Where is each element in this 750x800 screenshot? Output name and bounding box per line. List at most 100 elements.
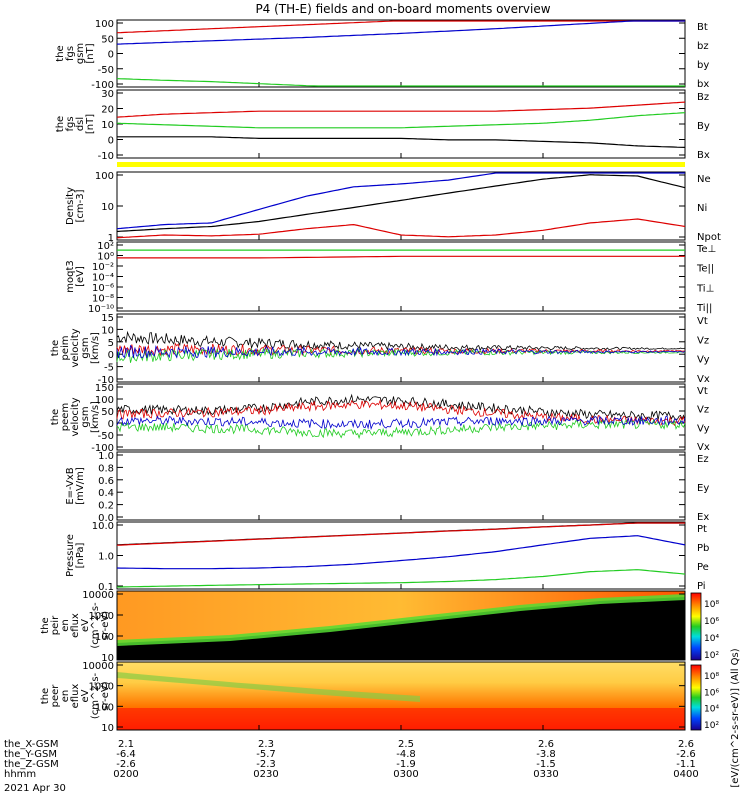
y-tick-label: -10 [98, 375, 114, 386]
panel-frame [116, 451, 686, 521]
y-tick-label: 10 [101, 325, 114, 336]
y-tick-label: -10 [98, 151, 114, 162]
panel-frame [116, 171, 686, 241]
legend-Ti||: Ti|| [696, 303, 712, 314]
y-tick-label: 10² [97, 241, 114, 252]
electron-spectrogram-red-band [117, 708, 685, 730]
series-line-Vy [116, 347, 686, 363]
y-tick-label: 0 [108, 136, 114, 147]
colorbar-tick: 10² [704, 721, 719, 731]
y-tick-label: 10 [101, 120, 114, 131]
y-tick-label: 100 [95, 702, 114, 713]
orbit-value: -1.5 [536, 759, 556, 770]
legend-Ni: Ni [697, 203, 707, 214]
panel-10: 10000 1000 100 10 thepeerenefluxeV(cm^2-s-sr… [40, 661, 686, 734]
legend-Pi: Pi [697, 581, 706, 592]
y-axis-label: thefgsgsm[nT] [55, 43, 96, 64]
y-tick-label: 100 [95, 632, 114, 643]
panel-2: 30 20 10 0 -10 thefgsdsl[nT] Bz By Bx [55, 89, 710, 162]
legend-Ey: Ey [697, 483, 709, 494]
y-tick-label: 0.8 [98, 463, 114, 474]
y-axis-label: E=-VxB[mV/m] [65, 467, 86, 505]
orbit-row-label: hhmm [4, 769, 36, 780]
legend-Ez: Ez [697, 454, 709, 465]
legend-Ex: Ex [697, 512, 709, 523]
y-tick-label: 20 [101, 105, 114, 116]
y-tick-label: -100 [91, 80, 114, 91]
y-tick-label: 0 [108, 50, 114, 61]
y-tick-label: 10 [101, 723, 114, 734]
y-tick-label: 100 [95, 171, 114, 182]
colorbar-tick: 10⁶ [704, 617, 719, 627]
legend-Vx: Vx [697, 442, 710, 453]
y-tick-label: 0.1 [98, 582, 114, 593]
y-axis-label: thepeirenefluxeV(cm^2-s-sr-eV) [40, 602, 111, 649]
panel-1: 100 50 0 -50 -100 thefgsgsm[nT] Bt bz by bx [55, 19, 709, 91]
y-axis-label: thepeerenefluxeV(cm^2-s-sr-eV) [40, 672, 111, 719]
orbit-value: -1.9 [396, 759, 416, 770]
legend-Vt: Vt [697, 386, 708, 397]
series-line-Pi [116, 535, 686, 570]
series-line-by [116, 78, 685, 87]
colorbars: 10⁸ 10⁶ 10⁴ 10² 10⁸ 10⁶ 10⁴ 10² [eV/(cm^2-s-sr-e… [690, 592, 741, 788]
y-tick-label: 0 [108, 419, 114, 430]
series-line-bx [116, 20, 685, 45]
y-tick-label: 0.4 [98, 488, 114, 499]
y-tick-label: 50 [101, 34, 114, 45]
y-axis-label: Density[cm-3] [65, 187, 86, 225]
orbit-row-label: the_Y-GSM [4, 749, 57, 760]
colorbar-tick: 10⁶ [704, 688, 719, 698]
colorbar-tick: 10² [704, 651, 719, 661]
electron-spectrogram-green-band [117, 672, 420, 702]
y-tick-label: 0.0 [98, 513, 114, 524]
colorbar-tick: 10⁸ [704, 600, 719, 610]
series-line-By [116, 112, 686, 129]
panel-7: 1.00.8 0.60.4 0.20.0 E=-VxB[mV/m] Ez Ey Ex [65, 451, 709, 524]
orbit-value: -2.6 [116, 759, 136, 770]
panel-frame [116, 89, 686, 159]
legend-Bx: Bx [697, 150, 710, 161]
series-line-Vx [116, 415, 686, 431]
orbit-value: 0330 [533, 769, 558, 780]
y-axis-label: Pressure[nPa] [65, 534, 86, 577]
y-tick-label: 10 [101, 202, 114, 213]
ion-spectrogram-black-region [117, 597, 685, 660]
y-tick-label: 1000 [89, 611, 114, 622]
series-line-Npot [116, 172, 685, 230]
orbit-value: -2.3 [256, 759, 276, 770]
y-tick-label: 0.6 [98, 476, 114, 487]
legend-Ti⊥: Ti⊥ [696, 283, 714, 294]
legend-by: by [697, 60, 709, 71]
y-tick-label: -100 [91, 443, 114, 454]
y-tick-label: 10⁻⁶ [92, 283, 114, 294]
orbit-value: 2.3 [258, 739, 274, 750]
y-tick-label: 1 [108, 233, 114, 244]
chart-title: P4 (TH-E) fields and on-board moments ov… [255, 2, 550, 16]
orbit-value: -1.1 [676, 759, 696, 770]
date-label: 2021 Apr 30 [4, 783, 66, 794]
orbit-value: -5.7 [256, 749, 276, 760]
orbit-value: 0300 [393, 769, 418, 780]
legend-Pb: Pb [697, 543, 709, 554]
panel-frame [116, 19, 686, 88]
orbit-value: 2.1 [118, 739, 134, 750]
legend-Te⊥: Te⊥ [696, 244, 716, 255]
legend-Pt: Pt [697, 524, 707, 535]
series-line-Bz [116, 101, 686, 118]
y-tick-label: 50 [101, 407, 114, 418]
orbit-value: 2.5 [398, 739, 414, 750]
colorbar-label: [eV/(cm^2-s-sr-eV)] (All Qs) [730, 648, 741, 787]
legend-Vz: Vz [697, 335, 709, 346]
y-tick-label: 10 [101, 653, 114, 664]
series-line-Pe [117, 569, 686, 588]
colorbar-tick: 10⁴ [704, 705, 719, 715]
colorbar-2 [690, 664, 702, 731]
orbit-footer: the_X-GSM 2.1 2.3 2.5 2.6 2.6 the_Y-GSM -6.4 -5.… [4, 739, 699, 794]
orbit-value: -6.4 [116, 749, 136, 760]
series-line-Pb [116, 522, 685, 546]
panel-3: 100 10 1 Density[cm-3] Ne Ni Npot [65, 171, 721, 244]
y-tick-label: 15 [101, 313, 114, 324]
y-tick-label: 0.2 [98, 501, 114, 512]
y-tick-label: 10000 [82, 661, 114, 672]
